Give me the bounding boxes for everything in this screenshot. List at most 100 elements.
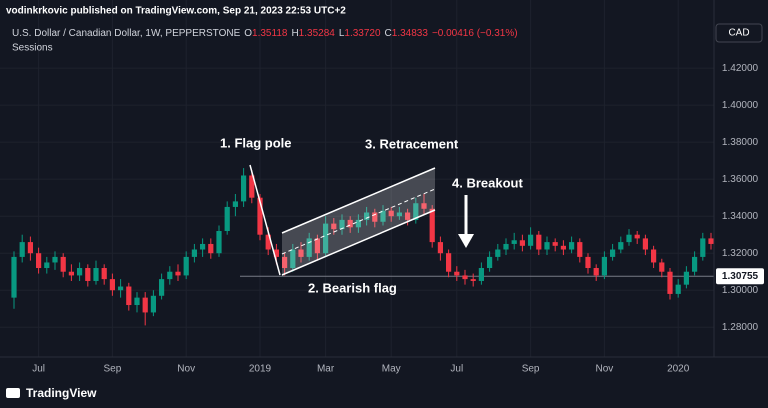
- candle-body: [675, 284, 681, 294]
- legend-label: H: [291, 28, 298, 39]
- candle-body: [478, 268, 484, 281]
- candle-body: [470, 279, 476, 281]
- candle-body: [421, 203, 427, 209]
- legend-value: 1.35118: [252, 28, 288, 39]
- candle-body: [503, 243, 509, 250]
- brand: TradingView: [26, 386, 97, 400]
- candle-body: [544, 242, 550, 250]
- candle-body: [683, 271, 689, 285]
- candle-body: [519, 240, 525, 246]
- x-tick-label: 2019: [249, 364, 272, 375]
- candle-body: [191, 249, 197, 257]
- candle-body: [692, 256, 698, 272]
- candle-body: [175, 271, 181, 276]
- currency-box[interactable]: [715, 23, 763, 43]
- x-tick-label: Sep: [104, 364, 122, 375]
- candle-body: [437, 242, 443, 254]
- candle-body: [601, 256, 607, 276]
- candle-body: [282, 256, 288, 269]
- candle-body: [396, 212, 402, 217]
- candle-body: [232, 201, 238, 207]
- last-price-box: [716, 268, 764, 285]
- x-tick-label: Jul: [32, 364, 45, 375]
- candle-body: [306, 238, 312, 257]
- candle-body: [495, 249, 501, 257]
- candle-body: [462, 275, 468, 280]
- annotation: 1. Flag pole: [220, 135, 292, 150]
- x-tick-label: Nov: [596, 364, 614, 375]
- candle-body: [364, 212, 370, 220]
- candle-body: [216, 231, 222, 254]
- candle-body: [265, 234, 271, 250]
- candle-body: [708, 238, 714, 244]
- annotation: 4. Breakout: [452, 175, 523, 190]
- candle-body: [429, 208, 435, 243]
- legend-label: L: [339, 28, 345, 39]
- x-tick-label: 2020: [667, 364, 690, 375]
- candle-body: [249, 175, 255, 198]
- candle-body: [257, 197, 263, 235]
- legend-label: C: [385, 28, 392, 39]
- candle-body: [36, 253, 42, 269]
- candle-body: [19, 242, 25, 257]
- candle-body: [347, 219, 353, 228]
- candle-body: [569, 242, 575, 250]
- candle-body: [44, 262, 50, 269]
- candle-body: [339, 219, 345, 230]
- candle-body: [667, 271, 673, 294]
- candle-body: [159, 279, 165, 296]
- candle-body: [150, 295, 156, 313]
- candle-body: [290, 249, 296, 269]
- candle-body: [101, 268, 107, 280]
- symbol-line: U.S. Dollar / Canadian Dollar, 1W, PEPPE…: [12, 28, 518, 39]
- candle-body: [388, 210, 394, 217]
- candle-body: [183, 256, 189, 276]
- candle-body: [560, 245, 566, 250]
- candle-body: [142, 297, 148, 313]
- candle-body: [372, 212, 378, 222]
- candle-body: [634, 234, 640, 239]
- x-tick-label: Nov: [177, 364, 195, 375]
- y-tick-label: 1.42000: [722, 63, 759, 74]
- candle-body: [626, 234, 632, 243]
- x-tick-label: May: [382, 364, 401, 375]
- candle-body: [331, 223, 337, 230]
- flag-pole-line: [249, 164, 281, 276]
- published-line: vodinkrkovic published on TradingView.co…: [6, 6, 346, 17]
- candle-body: [134, 297, 140, 306]
- candle-body: [27, 242, 33, 254]
- y-tick-label: 1.28000: [722, 322, 759, 333]
- candle-body: [126, 286, 132, 306]
- candle-body: [610, 249, 616, 257]
- legend-value: 1.35284: [299, 28, 336, 39]
- candle-body: [200, 243, 206, 250]
- candle-body: [651, 249, 657, 263]
- x-tick-label: Jul: [450, 364, 463, 375]
- y-tick-label: 1.38000: [722, 137, 759, 148]
- candle-body: [60, 256, 66, 272]
- x-tick-label: Sep: [522, 364, 540, 375]
- candle-body: [528, 234, 534, 246]
- candle-body: [85, 268, 91, 281]
- candle-body: [298, 249, 304, 257]
- candle-body: [208, 243, 214, 254]
- last-price-label: 1.30755: [722, 271, 759, 282]
- candle-body: [577, 242, 583, 257]
- candle-body: [224, 206, 230, 231]
- symbol: U.S. Dollar / Canadian Dollar, 1W, PEPPE…: [12, 28, 241, 39]
- candle-body: [487, 256, 493, 269]
- flag-channel: [282, 168, 435, 275]
- candle-body: [118, 286, 124, 291]
- candle-body: [446, 253, 452, 272]
- logo-icon: [6, 388, 20, 398]
- flag-lower-line: [281, 209, 436, 276]
- candle-body: [585, 256, 591, 269]
- candle-body: [273, 249, 279, 257]
- candle-body: [642, 238, 648, 250]
- legend-label: O: [244, 28, 252, 39]
- flag-upper-line: [281, 167, 436, 234]
- candle-body: [355, 219, 361, 228]
- currency[interactable]: CAD: [728, 28, 749, 39]
- candle-body: [52, 256, 58, 263]
